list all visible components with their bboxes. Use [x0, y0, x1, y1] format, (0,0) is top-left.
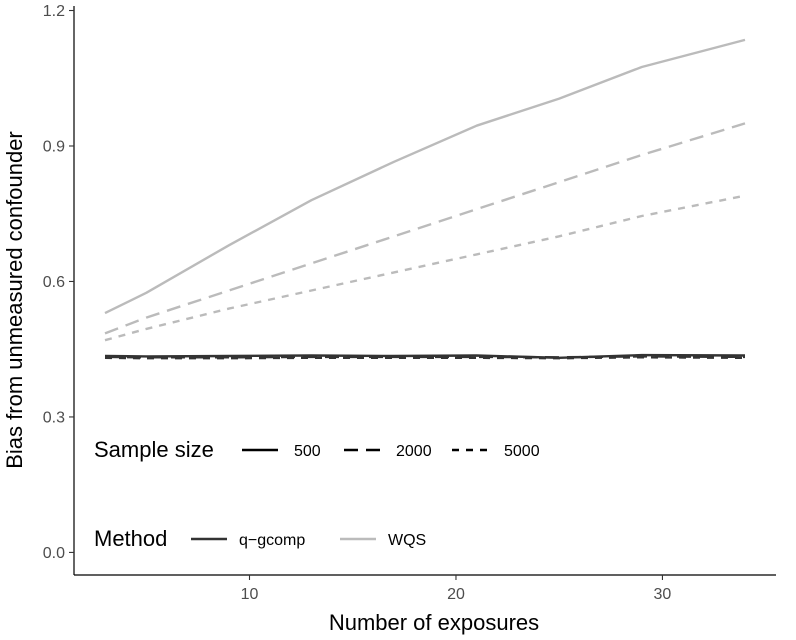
x-tick-label: 10 — [241, 586, 259, 603]
y-axis-title: Bias from unmeasured confounder — [2, 131, 27, 469]
legend-label-method-qgcomp: q−gcomp — [239, 532, 305, 549]
legend-method-title: Method — [94, 526, 167, 551]
series-line-qgcomp-5000 — [104, 356, 746, 360]
x-tick-label: 20 — [447, 586, 465, 603]
x-tick-label: 30 — [654, 586, 672, 603]
y-axis-ticks: 0.0 0.3 0.6 0.9 1.2 — [43, 3, 74, 562]
legend-label-size-2000: 2000 — [396, 443, 432, 460]
legend-sample-size: Sample size 500 2000 5000 — [94, 437, 540, 462]
y-tick-label: 0.3 — [43, 409, 65, 426]
series-line-qgcomp-2000 — [104, 355, 746, 359]
legend-method: Method q−gcomp WQS — [94, 526, 426, 551]
legend-sample-size-title: Sample size — [94, 437, 214, 462]
series-line-wqs-2000 — [104, 122, 746, 335]
series-line-wqs-5000 — [104, 194, 746, 342]
legend-label-size-5000: 5000 — [504, 443, 540, 460]
y-tick-label: 0.9 — [43, 138, 65, 155]
y-tick-label: 0.6 — [43, 274, 65, 291]
legend-label-size-500: 500 — [294, 443, 321, 460]
series-layer — [104, 38, 746, 360]
x-axis-ticks: 10 20 30 — [241, 575, 672, 603]
legend-label-method-wqs: WQS — [388, 532, 426, 549]
y-tick-label: 1.2 — [43, 3, 65, 20]
y-tick-label: 0.0 — [43, 545, 65, 562]
x-axis-title: Number of exposures — [329, 610, 539, 635]
series-line-wqs-500 — [104, 38, 746, 315]
